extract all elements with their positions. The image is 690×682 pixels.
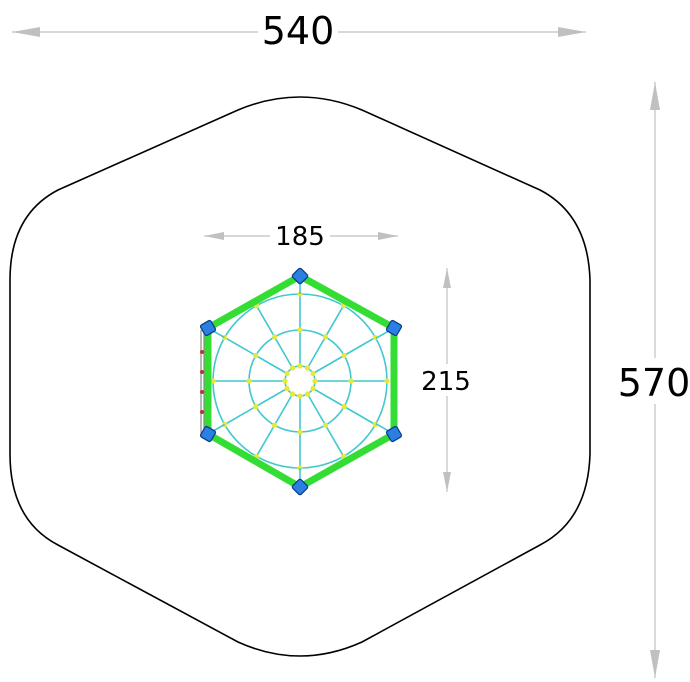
net-knot: [312, 378, 318, 384]
net-knot: [271, 334, 278, 340]
overall-depth-dimension: 570: [618, 82, 690, 678]
climbing-net: [207, 276, 395, 487]
net-knot: [384, 378, 390, 384]
net-knot: [372, 334, 378, 341]
net-knot: [348, 378, 354, 384]
net-knot: [246, 378, 252, 384]
net-knot: [310, 370, 316, 377]
net-knot: [297, 429, 303, 435]
net-knot: [322, 422, 329, 428]
net-knot: [253, 403, 259, 410]
equipment-width-label: 185: [275, 222, 325, 252]
overall-width-label: 540: [262, 9, 335, 53]
ladder: [200, 330, 205, 435]
net-knot: [253, 352, 259, 359]
overall-depth-arrow-bottom: [650, 650, 660, 678]
equipment-width-arrow-left: [204, 232, 224, 240]
net-knot: [304, 365, 311, 371]
safety-zone-outline: [9, 96, 591, 657]
ladder-step: [200, 370, 204, 374]
equipment-depth-label-bg: [418, 364, 474, 396]
net-knot: [297, 393, 303, 399]
overall-width-label-bg: [258, 10, 338, 50]
equipment-width-dimension: 185: [204, 220, 398, 252]
net-knot: [304, 391, 311, 397]
net-knot: [297, 327, 303, 333]
net-knot: [271, 422, 278, 428]
net-knot: [297, 363, 303, 369]
net-knot: [310, 385, 316, 392]
net-ring-1: [284, 365, 316, 397]
net-knot: [284, 370, 290, 377]
overall-width-dimension: 540: [12, 9, 586, 53]
equipment-depth-label: 215: [421, 367, 471, 397]
post-bottom-right: [385, 425, 403, 443]
overall-depth-label-bg: [620, 358, 690, 404]
overall-depth-label: 570: [618, 361, 690, 405]
net-knot: [341, 352, 347, 359]
post-top-right: [385, 319, 403, 337]
equipment-depth-dimension: 215: [418, 268, 474, 492]
overall-width-arrow-left: [12, 27, 40, 37]
corner-posts: [199, 267, 403, 496]
net-knot: [289, 391, 296, 397]
overall-width-arrow-right: [558, 27, 586, 37]
net-knot: [322, 334, 329, 340]
equipment-depth-arrow-top: [443, 268, 451, 288]
net-knot: [289, 365, 296, 371]
post-top: [291, 267, 309, 285]
equipment-width-arrow-right: [378, 232, 398, 240]
net-knot: [284, 385, 290, 392]
post-bottom: [291, 478, 309, 496]
net-knot: [341, 403, 347, 410]
equipment-width-label-bg: [270, 220, 330, 250]
net-knot: [210, 378, 216, 384]
post-top-left: [199, 319, 217, 337]
overall-depth-arrow-top: [650, 82, 660, 110]
equipment-depth-arrow-bottom: [443, 472, 451, 492]
net-knot: [282, 378, 288, 384]
ladder-step: [200, 410, 204, 414]
net-knot: [372, 421, 378, 428]
net-knot: [340, 453, 347, 459]
ladder-step: [200, 390, 204, 394]
post-bottom-left: [199, 425, 217, 443]
ladder-step: [200, 350, 204, 354]
